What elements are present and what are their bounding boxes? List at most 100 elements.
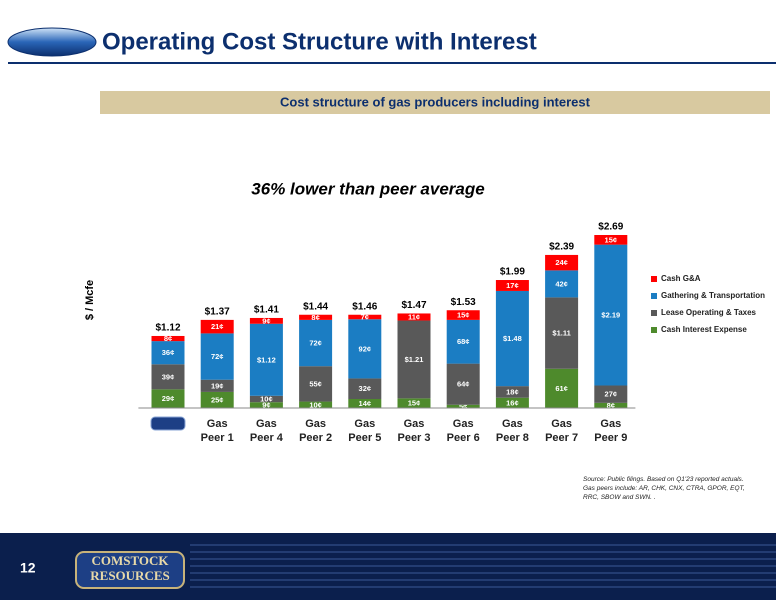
data-label: 32¢ [359, 384, 372, 393]
bar-segment [151, 364, 185, 390]
total-label: $2.39 [549, 242, 574, 253]
bar-segment [397, 313, 431, 321]
data-label: 55¢ [309, 379, 322, 388]
bar-segment [495, 280, 529, 291]
data-label: 18¢ [506, 387, 519, 396]
legend-swatch [651, 310, 657, 316]
data-label: 36¢ [162, 348, 175, 357]
data-label: 7¢ [361, 312, 369, 321]
bar-segment [249, 402, 283, 408]
bar-segment [495, 397, 529, 408]
bar-segment [249, 395, 283, 403]
legend-label: Gathering & Transportation [661, 291, 765, 300]
bar-segment [594, 244, 628, 386]
bar-segment [249, 317, 283, 324]
legend-label: Cash G&A [661, 274, 701, 283]
total-label: $2.69 [598, 222, 623, 233]
data-label: 72¢ [309, 339, 322, 348]
x-tick-label: Gas Peer 8 [495, 418, 529, 444]
bar-segment [299, 314, 333, 320]
total-label: $1.44 [303, 301, 328, 312]
x-tick-label: Gas Peer 6 [446, 418, 480, 444]
data-label: 11¢ [408, 312, 420, 321]
data-label: 16¢ [506, 398, 519, 407]
page-title: Operating Cost Structure with Interest [102, 28, 537, 55]
total-label: $1.99 [500, 267, 525, 278]
y-axis-label: $ / Mcfe [84, 280, 96, 320]
bar-segment [299, 401, 333, 408]
data-label: 64¢ [457, 380, 470, 389]
total-label: $1.53 [451, 297, 476, 308]
data-label: 15¢ [605, 235, 618, 244]
bar-segment [446, 404, 480, 408]
total-label: $1.37 [205, 307, 230, 318]
data-label: 24¢ [555, 258, 568, 267]
bar-segment [545, 254, 579, 271]
x-tick-label: Gas Peer 5 [348, 418, 382, 444]
bar-segment [495, 290, 529, 387]
bar-segment [348, 319, 382, 379]
bar-segment [594, 402, 628, 408]
data-label: 8¢ [164, 334, 172, 343]
chart-title: 36% lower than peer average [251, 179, 484, 198]
total-label: $1.46 [352, 301, 377, 312]
bar-segment [446, 310, 480, 320]
footer-logo [75, 551, 185, 589]
bar-segment [200, 379, 234, 392]
data-label: 15¢ [457, 311, 470, 320]
footer-stripes [190, 544, 776, 588]
bar-segment [200, 333, 234, 380]
legend-swatch [651, 327, 657, 333]
total-label: $1.41 [254, 305, 279, 316]
data-label: 9¢ [262, 316, 270, 325]
data-label: 8¢ [311, 313, 319, 322]
header-logo [7, 27, 97, 57]
data-label: 8¢ [607, 401, 615, 410]
total-label: $1.47 [401, 300, 426, 311]
data-label: 92¢ [359, 344, 372, 353]
data-label: 14¢ [359, 399, 372, 408]
data-label: 25¢ [211, 395, 224, 404]
x-tick-label: Gas Peer 4 [249, 418, 283, 444]
data-label: 72¢ [211, 352, 224, 361]
bar-segment [545, 270, 579, 298]
data-label: 42¢ [555, 279, 568, 288]
x-tick-label: Gas Peer 7 [545, 418, 579, 444]
x-tick-label: Gas Peer 9 [594, 418, 628, 444]
bar-segment [495, 386, 529, 398]
bar-segment [594, 235, 628, 245]
bar-segment [200, 319, 234, 334]
bar-segment [397, 320, 431, 399]
legend-label: Lease Operating & Taxes [661, 308, 757, 317]
bar-segment [545, 368, 579, 408]
bar-segment [594, 385, 628, 403]
x-tick-label: Gas Peer 3 [397, 418, 431, 444]
bar-segment [446, 363, 480, 405]
x-tick-label: Gas Peer 1 [200, 418, 234, 444]
data-label: 9¢ [262, 401, 270, 410]
x-tick-label: Gas Peer 2 [299, 418, 333, 444]
legend-swatch [651, 293, 657, 299]
data-label: 19¢ [211, 381, 224, 390]
data-label: $1.21 [405, 355, 424, 364]
bar-segment [446, 319, 480, 364]
bar-segment [151, 341, 185, 365]
data-label: $1.48 [503, 334, 522, 343]
data-label: 27¢ [605, 390, 618, 399]
banner [100, 91, 770, 114]
footer-logo-text: COMSTOCK RESOURCES [90, 553, 170, 583]
banner-text: Cost structure of gas producers includin… [280, 94, 591, 109]
total-label: $1.12 [155, 323, 180, 334]
bar-segment [200, 391, 234, 408]
bar-segment [151, 335, 185, 342]
bar-segment [397, 398, 431, 408]
data-label: 39¢ [162, 372, 175, 381]
bar-segment [348, 314, 382, 320]
bar-segment [299, 366, 333, 402]
bar-segment [299, 319, 333, 367]
data-label: 29¢ [162, 394, 175, 403]
data-label: 15¢ [408, 399, 421, 408]
data-label: 68¢ [457, 337, 470, 346]
source-note: Source: Public filings. Based on Q1'23 r… [583, 476, 745, 501]
